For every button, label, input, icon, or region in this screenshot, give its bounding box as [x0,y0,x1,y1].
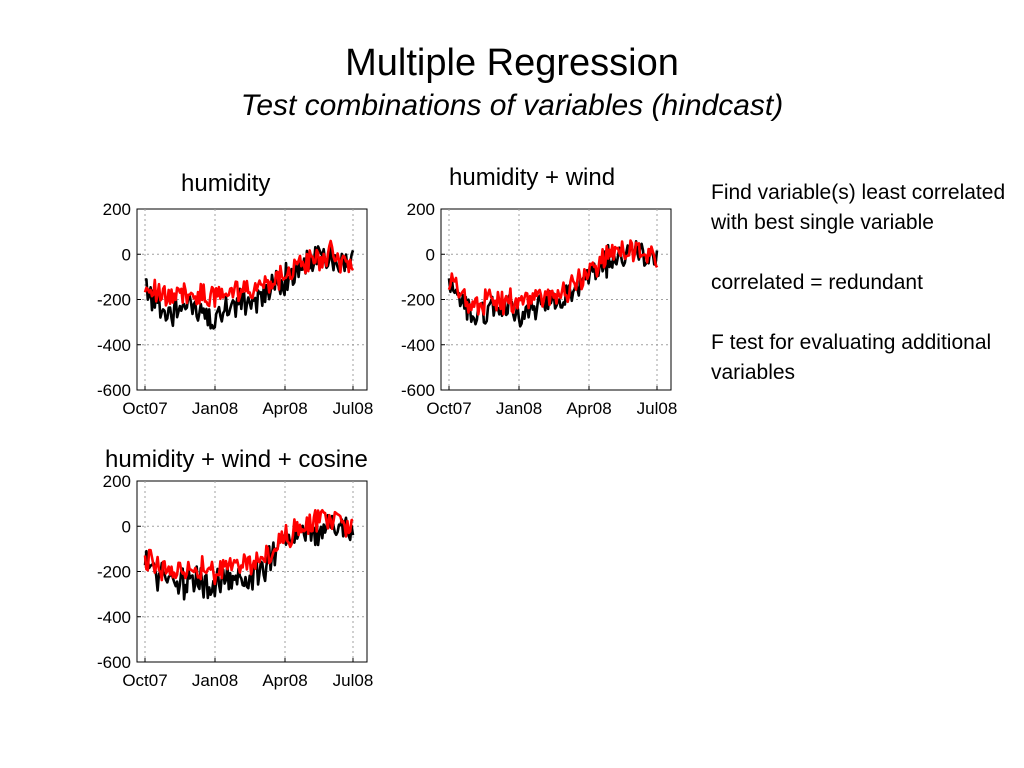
y-tick-label: -400 [97,608,131,627]
y-tick-label: -200 [97,291,131,310]
x-tick-label: Oct07 [122,671,167,690]
x-tick-label: Jan08 [496,399,542,418]
series-line-observed [143,513,355,601]
x-tick-label: Jan08 [192,399,238,418]
x-tick-label: Apr08 [262,399,307,418]
series-line-modeled [143,239,355,308]
slide-subtitle: Test combinations of variables (hindcast… [240,89,784,122]
x-tick-label: Apr08 [566,399,611,418]
slide-title: Multiple Regression [345,42,679,84]
notes-panel: Find variable(s) least correlated with b… [711,178,1011,388]
x-tick-label: Jul08 [333,399,374,418]
x-tick-label: Oct07 [426,399,471,418]
x-tick-label: Jul08 [637,399,678,418]
series-line-modeled [143,509,354,586]
y-tick-label: -600 [97,381,131,400]
y-tick-label: -200 [401,291,435,310]
y-tick-label: -600 [97,653,131,672]
y-tick-label: 200 [103,200,131,219]
note-correlated-redundant: correlated = redundant [711,271,923,294]
y-tick-label: 0 [122,517,131,536]
chart-label-humidity-wind: humidity + wind [449,164,616,191]
chart-label-humidity-wind-cosine: humidity + wind + cosine [105,446,368,473]
y-tick-label: 0 [426,245,435,264]
y-tick-label: 0 [122,245,131,264]
y-tick-label: 200 [103,472,131,491]
x-tick-label: Jan08 [192,671,238,690]
x-tick-label: Jul08 [333,671,374,690]
x-tick-label: Apr08 [262,671,307,690]
x-tick-label: Oct07 [122,399,167,418]
y-tick-label: -400 [97,336,131,355]
note-least-correlated: Find variable(s) least correlated with b… [711,181,1006,234]
y-tick-label: 200 [407,200,435,219]
series-line-observed [144,243,355,330]
y-tick-label: -600 [401,381,435,400]
note-f-test: F test for evaluating additional variabl… [711,331,992,384]
series-line-modeled [447,239,659,316]
chart-label-humidity: humidity [181,170,271,197]
y-tick-label: -200 [97,563,131,582]
y-tick-label: -400 [401,336,435,355]
